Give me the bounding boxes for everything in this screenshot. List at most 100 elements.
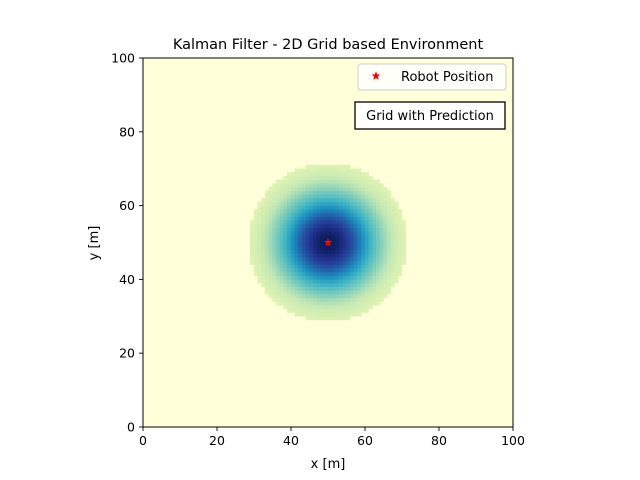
heatmap-cell [290,264,295,269]
heatmap-cell [298,245,303,251]
heatmap-cell [283,249,288,254]
heatmap-cell [390,249,395,254]
heatmap-cell [361,253,366,258]
heatmap-cell [379,279,384,284]
heatmap-cell [364,231,369,236]
heatmap-cell [338,260,343,265]
heatmap-cell [287,279,292,284]
heatmap-cell [313,253,318,258]
heatmap-cell [346,212,351,217]
heatmap-cell [390,279,395,284]
heatmap-cell [375,264,380,269]
heatmap-cell [320,201,325,206]
heatmap-cell [353,286,358,291]
heatmap-cell [353,301,358,306]
heatmap-cell [324,297,329,302]
heatmap-cell [261,282,266,287]
heatmap-cell [313,271,318,276]
heatmap-cell [338,186,343,192]
heatmap-cell [261,231,266,236]
heatmap-cell [276,260,281,265]
heatmap-cell [290,183,295,188]
heatmap-cell [316,257,321,262]
heatmap-cell [290,194,295,199]
heatmap-cell [350,249,355,254]
heatmap-cell [379,293,384,299]
heatmap-cell [309,249,314,254]
heatmap-cell [361,290,366,295]
heatmap-cell [276,234,281,240]
heatmap-cell [331,183,336,188]
heatmap-cell [364,301,369,306]
heatmap-cell [338,238,343,243]
heatmap-cell [335,220,340,225]
heatmap-cell [368,301,373,306]
heatmap-cell [283,220,288,225]
heatmap-cell [268,231,273,236]
heatmap-cell [353,293,358,299]
heatmap-cell [390,242,395,247]
heatmap-cell [327,201,332,206]
heatmap-cell [338,242,343,247]
heatmap-cell [309,190,314,195]
heatmap-cell [335,168,340,173]
heatmap-cell [375,209,380,214]
heatmap-cell [398,231,403,236]
heatmap-cell [290,301,295,306]
heatmap-cell [250,220,255,225]
heatmap-cell [253,234,258,240]
heatmap-cell [287,223,292,228]
heatmap-cell [357,238,362,243]
heatmap-cell [305,293,310,299]
heatmap-cell [301,312,306,317]
heatmap-cell [301,183,306,188]
heatmap-cell [324,301,329,306]
heatmap-cell [261,279,266,284]
heatmap-cell [264,279,269,284]
heatmap-cell [361,268,366,273]
heatmap-cell [383,242,388,247]
heatmap-cell [309,231,314,236]
heatmap-cell [338,198,343,203]
heatmap-cell [279,260,284,265]
heatmap-cell [250,249,255,254]
heatmap-cell [331,279,336,284]
heatmap-cell [253,260,258,265]
heatmap-cell [383,293,388,299]
heatmap-cell [346,305,351,310]
heatmap-cell [375,245,380,251]
heatmap-cell [335,198,340,203]
heatmap-cell [357,290,362,295]
heatmap-cell [398,238,403,243]
heatmap-cell [379,190,384,195]
heatmap-cell [387,212,392,217]
heatmap-cell [305,194,310,199]
heatmap-cell [353,242,358,247]
heatmap-cell [309,201,314,206]
heatmap-cell [324,268,329,273]
heatmap-cell [324,316,329,321]
heatmap-cell [368,242,373,247]
heatmap-cell [335,297,340,302]
heatmap-cell [390,209,395,214]
heatmap-cell [313,201,318,206]
heatmap-cell [372,293,377,299]
heatmap-cell [261,264,266,269]
heatmap-cell [324,264,329,269]
heatmap-cell [313,305,318,310]
heatmap-cell [298,293,303,299]
heatmap-cell [390,253,395,258]
heatmap-cell [268,186,273,192]
heatmap-cell [279,242,284,247]
heatmap-cell [276,194,281,199]
heatmap-cell [331,286,336,291]
heatmap-cell [272,275,277,280]
heatmap-cell [364,286,369,291]
heatmap-cell [368,297,373,302]
heatmap-cell [287,275,292,280]
heatmap-cell [361,238,366,243]
heatmap-cell [342,212,347,217]
heatmap-cell [390,231,395,236]
heatmap-cell [331,260,336,265]
heatmap-cell [320,223,325,228]
